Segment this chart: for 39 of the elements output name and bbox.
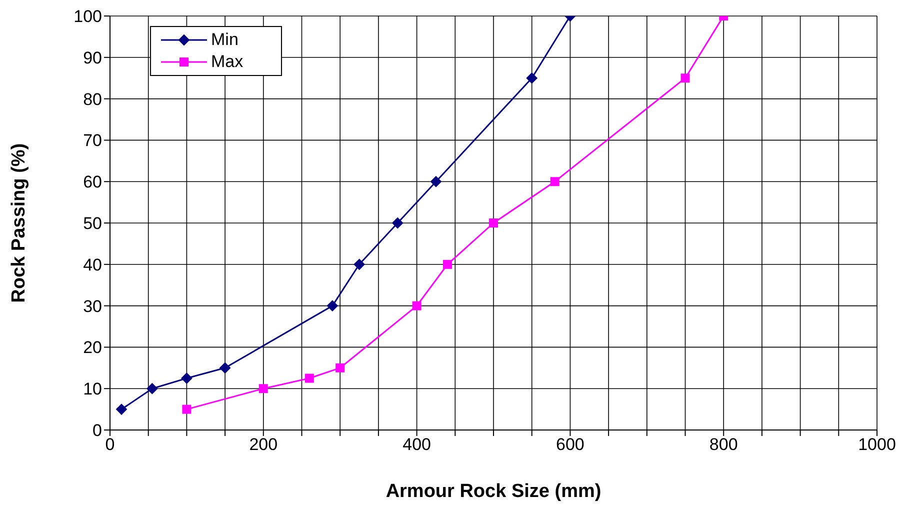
x-tick-label: 0 [105,435,115,454]
point [116,404,128,415]
point [258,384,268,394]
point [392,218,404,228]
y-tick-label: 20 [83,338,102,358]
y-tick-label: 50 [83,214,102,234]
point [304,374,314,383]
point [146,383,158,394]
x-tick-label: 600 [556,435,584,454]
y-tick-label: 10 [83,380,102,399]
legend-label: Min [211,30,238,50]
y-tick-label: 80 [83,90,102,109]
y-tick-label: 60 [83,172,102,192]
y-tick-label: 30 [83,296,102,316]
y-axis-title: Rock Passing (%) [8,143,30,303]
x-axis-title: Armour Rock Size (mm) [386,481,602,502]
x-tick-label: 400 [402,435,431,454]
point [336,363,345,372]
point [489,218,498,228]
point [326,300,338,312]
point [354,258,365,270]
point [412,301,422,310]
legend-label: Max [211,52,244,72]
x-tick-label: 1000 [858,435,896,454]
point [182,404,192,414]
y-tick-label: 100 [74,7,102,26]
point [680,74,690,83]
y-tick-label: 90 [83,48,102,68]
x-tick-label: 200 [249,435,278,454]
point [550,177,560,186]
point [430,176,442,188]
point [526,72,538,84]
y-tick-label: 0 [92,421,102,440]
point [442,260,452,269]
y-tick-label: 70 [83,131,102,150]
y-tick-label: 40 [83,255,102,274]
x-tick-label: 800 [709,435,738,454]
point [181,372,192,384]
point [220,362,231,374]
